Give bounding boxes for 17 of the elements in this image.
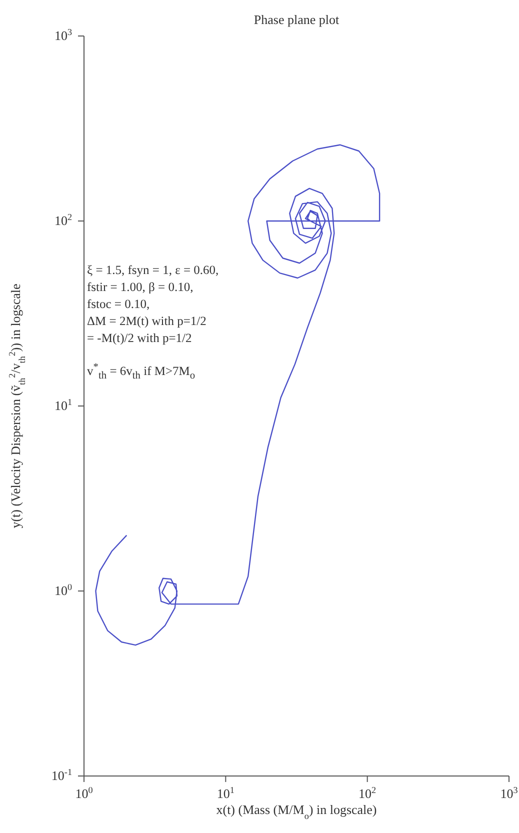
- y-tick-label: 10$^{-1}$: [51, 767, 72, 783]
- annotation: v$^{*}$$_{th}$ = 6v$_{th}$ if M>7M$_{o}$: [87, 361, 196, 384]
- annotation: ξ = 1.5, fsyn = 1, ε = 0.60,: [87, 262, 219, 279]
- x-axis-title: x(t) (Mass (M/M$_{o}$) in logscale): [216, 802, 377, 821]
- y-tick-label: 10$^{1}$: [54, 397, 72, 413]
- annotation: fstir = 1.00, β = 0.10,: [87, 279, 194, 296]
- annotation: = -M(t)/2 with p=1/2: [87, 330, 193, 347]
- chart-title: Phase plane plot: [252, 12, 340, 28]
- y-tick-label: 10$^{3}$: [54, 27, 72, 43]
- x-tick-label: 10$^{3}$: [500, 785, 518, 801]
- annotation: fstoc = 0.10,: [87, 296, 151, 313]
- x-tick-label: 10$^{0}$: [75, 785, 94, 801]
- y-tick-label: 10$^{0}$: [54, 582, 72, 598]
- x-tick-label: 10$^{2}$: [358, 785, 377, 801]
- annotation: ΔM = 2M(t) with p=1/2: [87, 313, 208, 330]
- x-tick-label: 10$^{1}$: [216, 785, 234, 801]
- y-tick-label: 10$^{2}$: [54, 212, 72, 228]
